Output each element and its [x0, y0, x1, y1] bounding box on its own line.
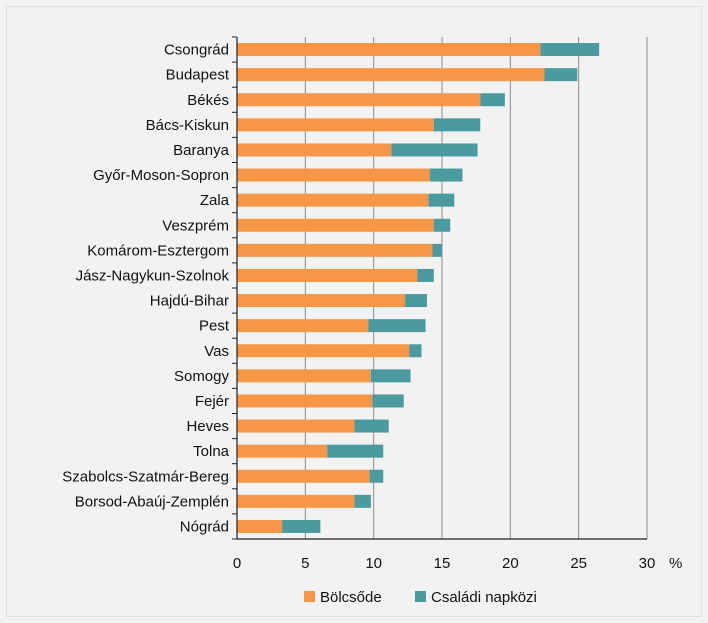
x-unit-label: %	[669, 555, 682, 572]
bar-bolcsode-16	[237, 444, 328, 458]
category-label: Csongrád	[164, 42, 229, 59]
category-label: Heves	[186, 418, 229, 435]
category-label: Zala	[200, 192, 230, 209]
category-label: Békés	[187, 92, 229, 109]
bar-csaladi-napkozi-5	[429, 168, 463, 182]
bar-csaladi-napkozi-13	[370, 369, 411, 383]
bar-bolcsode-13	[237, 369, 371, 383]
category-labels: Csongrád Budapest Békés Bács-Kiskun Baranya G…	[62, 42, 230, 536]
bar-csaladi-napkozi-17	[369, 469, 384, 483]
category-label: Hajdú-Bihar	[150, 293, 229, 310]
category-label: Pest	[199, 318, 230, 335]
bar-bolcsode-10	[237, 294, 406, 308]
legend-swatch-csaladi-napkozi	[415, 591, 426, 602]
legend: Bölcsőde Családi napközi	[304, 589, 537, 606]
bar-csaladi-napkozi-6	[428, 193, 455, 207]
x-tick-label: 20	[502, 555, 519, 572]
bar-csaladi-napkozi-3	[433, 118, 481, 132]
bar-csaladi-napkozi-15	[354, 419, 389, 433]
bar-csaladi-napkozi-10	[405, 294, 427, 308]
category-label: Jász-Nagykun-Szolnok	[76, 267, 230, 284]
bar-csaladi-napkozi-1	[544, 68, 578, 82]
category-label: Szabolcs-Szatmár-Bereg	[62, 468, 229, 485]
bar-bolcsode-18	[237, 494, 355, 508]
bar-bolcsode-0	[237, 43, 541, 57]
bar-bolcsode-1	[237, 68, 545, 82]
bar-csaladi-napkozi-16	[327, 444, 384, 458]
x-tick-label: 10	[365, 555, 382, 572]
category-label: Veszprém	[162, 217, 229, 234]
bar-csaladi-napkozi-14	[372, 394, 404, 408]
x-tick-label: 15	[434, 555, 451, 572]
legend-swatch-bolcsode	[304, 591, 315, 602]
legend-label-bolcsode: Bölcsőde	[320, 589, 382, 606]
bar-bolcsode-3	[237, 118, 434, 132]
bar-csaladi-napkozi-0	[540, 43, 600, 57]
category-label: Vas	[204, 343, 229, 360]
category-label: Bács-Kiskun	[146, 117, 229, 134]
bar-bolcsode-14	[237, 394, 373, 408]
bar-csaladi-napkozi-18	[354, 494, 371, 508]
category-label: Somogy	[174, 368, 230, 385]
grid-lines	[304, 37, 648, 539]
bar-bolcsode-4	[237, 143, 392, 157]
x-tick-labels: 0 5 10 15 20 25 30	[233, 555, 656, 572]
x-tick-label: 5	[301, 555, 309, 572]
bar-csaladi-napkozi-9	[417, 268, 434, 282]
bar-bolcsode-11	[237, 319, 369, 333]
bar-csaladi-napkozi-4	[391, 143, 478, 157]
x-tick-label: 30	[639, 555, 656, 572]
bar-csaladi-napkozi-11	[368, 319, 426, 333]
category-label: Komárom-Esztergom	[87, 242, 229, 259]
bar-bolcsode-8	[237, 243, 433, 257]
bar-bolcsode-12	[237, 344, 410, 358]
bars	[237, 43, 600, 533]
axes	[232, 36, 647, 540]
category-label: Borsod-Abaúj-Zemplén	[75, 493, 229, 510]
bar-bolcsode-19	[237, 519, 283, 533]
bar-csaladi-napkozi-12	[409, 344, 422, 358]
category-label: Budapest	[166, 67, 230, 84]
chart-frame: Csongrád Budapest Békés Bács-Kiskun Baranya G…	[6, 6, 702, 617]
category-label: Nógrád	[180, 518, 229, 535]
category-label: Győr-Moson-Sopron	[93, 167, 229, 184]
legend-label-csaladi-napkozi: Családi napközi	[431, 589, 537, 606]
x-tick-label: 0	[233, 555, 241, 572]
bar-bolcsode-9	[237, 268, 418, 282]
bar-csaladi-napkozi-2	[480, 93, 505, 107]
bar-bolcsode-17	[237, 469, 370, 483]
bar-bolcsode-5	[237, 168, 430, 182]
bar-bolcsode-6	[237, 193, 429, 207]
bar-bolcsode-7	[237, 218, 434, 232]
bar-csaladi-napkozi-7	[433, 218, 451, 232]
category-label: Fejér	[195, 393, 229, 410]
x-tick-label: 25	[570, 555, 587, 572]
bar-bolcsode-2	[237, 93, 481, 107]
category-label: Tolna	[193, 443, 230, 460]
bar-bolcsode-15	[237, 419, 355, 433]
bar-csaladi-napkozi-19	[282, 519, 321, 533]
category-label: Baranya	[173, 142, 230, 159]
bar-csaladi-napkozi-8	[432, 243, 442, 257]
stacked-bar-chart: Csongrád Budapest Békés Bács-Kiskun Baranya G…	[62, 36, 682, 606]
